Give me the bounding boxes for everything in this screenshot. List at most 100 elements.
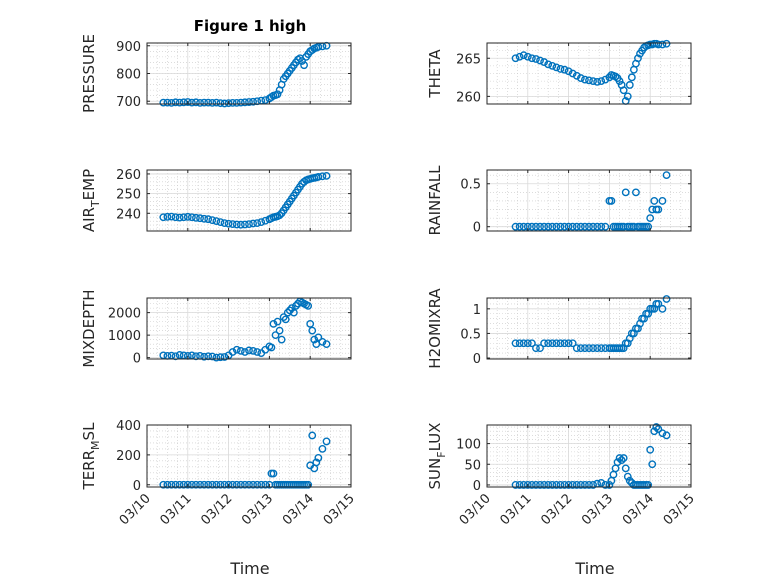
data-point [556,339,565,348]
data-point [171,480,180,489]
data-point [593,77,602,86]
y-tick-label: 200 [116,449,141,464]
data-point [310,335,319,344]
data-point [634,54,642,63]
data-point [627,73,636,82]
data-point [167,212,176,221]
data-point [187,480,196,489]
data-point [548,222,557,231]
y-tick-label: 0.5 [460,327,481,342]
data-point [269,319,278,328]
data-point [536,344,544,353]
data-point [548,61,557,70]
subplot-h2omixra: 0 0.5 1 H2OMIXRA [426,288,692,369]
data-point [519,481,528,489]
data-point [568,481,577,489]
x-tick-label: 03/14 [620,491,657,528]
data-point [257,218,266,227]
data-point [589,344,597,353]
data-point [625,81,634,89]
data-point [292,301,300,310]
x-tick-label: 03/12 [538,491,575,528]
data-point [171,98,180,107]
data-point [245,480,253,489]
data-point [650,427,659,436]
data-point [253,219,262,228]
data-point [654,300,663,308]
data-point [523,339,532,348]
data-point [515,222,524,231]
data-point [601,75,610,84]
data-point [511,481,520,489]
data-point [581,481,589,489]
data-point [548,339,557,348]
data-point [208,98,217,107]
data-point [654,205,663,214]
data-point [183,212,192,221]
x-tick-label: 03/14 [280,491,317,528]
data-point [601,481,610,489]
x-tick-label: 03/15 [661,491,698,528]
data-point [568,69,577,78]
data-point [187,98,196,107]
y-tick-label: 700 [116,95,141,110]
data-point [576,74,585,82]
y-tick-label: 0.5 [460,178,481,193]
data-point [175,213,184,222]
y-tick-label: 50 [464,458,481,473]
data-point [532,481,540,489]
data-point [300,61,308,70]
data-point [536,481,544,489]
y-axis-label: PRESSURE [80,34,98,113]
data-point [519,51,528,60]
data-point [646,445,655,454]
data-point [241,348,249,356]
axes-box [486,424,692,488]
data-point [572,71,581,80]
x-tick-label: 03/15 [321,491,358,528]
data-point [253,480,262,489]
data-point [581,75,589,84]
data-point [605,481,614,489]
data-point [601,222,610,231]
x-tick-label: 03/11 [158,491,195,528]
data-point [196,480,204,489]
subplot-theta: 260 265 THETA [426,39,692,105]
data-point [662,431,671,440]
y-axis-label: THETA [426,49,444,99]
data-point [589,481,597,489]
data-point [623,92,632,101]
data-point [548,481,557,489]
data-point [273,317,282,326]
data-point [615,77,624,86]
data-point [308,431,317,440]
data-point [232,480,241,489]
data-point [515,339,524,348]
data-point [285,306,294,315]
data-point [322,172,331,180]
data-point [236,98,245,107]
data-point [564,481,573,489]
data-point [159,480,168,489]
data-point [314,333,323,342]
data-point [527,222,536,231]
data-point [216,218,225,227]
data-point [249,480,257,489]
data-point [208,480,217,489]
data-point [175,98,184,107]
y-tick-label: 2000 [108,307,141,322]
x-tick-label: 03/11 [498,491,535,528]
data-point [552,222,561,231]
data-point [200,352,209,361]
data-point [236,220,245,229]
data-point [245,220,253,229]
y-axis-label: H2OMIXRA [426,288,444,369]
data-point [228,480,237,489]
data-point [204,215,213,224]
data-point [654,40,663,49]
data-point [621,188,630,197]
data-point [597,344,606,353]
data-point [568,339,577,348]
data-point [308,326,317,335]
x-axis-label-left: Time [229,559,269,578]
